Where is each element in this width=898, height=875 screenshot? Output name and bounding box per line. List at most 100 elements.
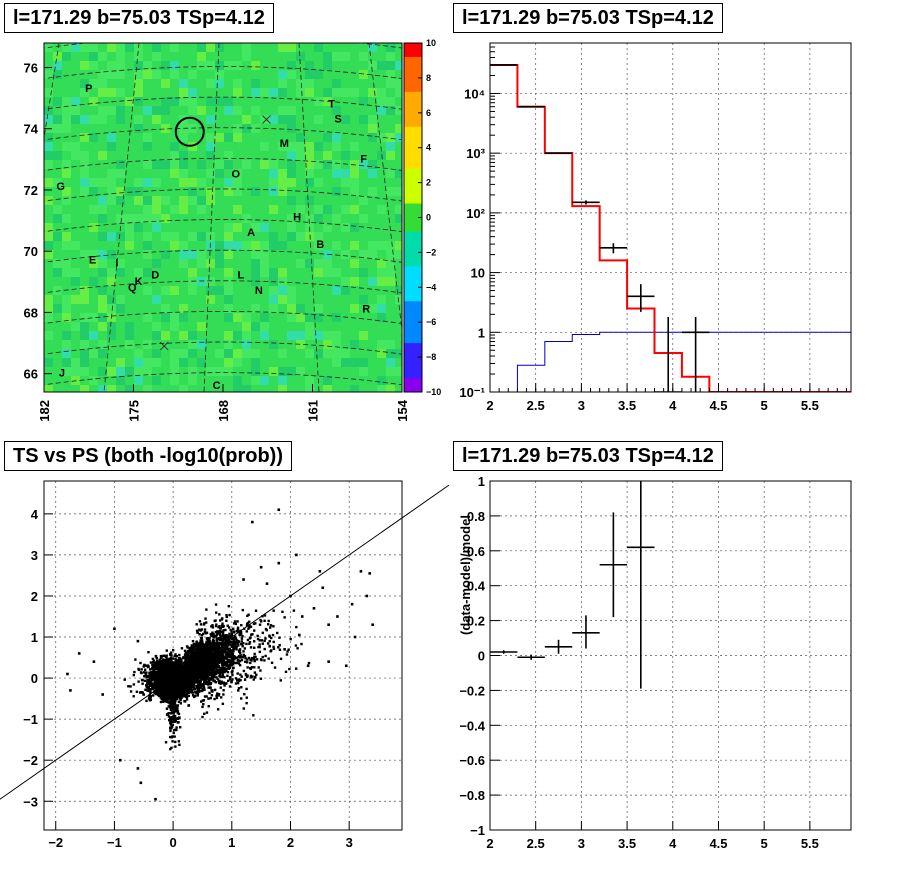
sky-map-pixel (251, 304, 260, 313)
sky-map-pixel (143, 160, 152, 169)
sky-map-pixel (332, 259, 341, 268)
sky-map-pixel (134, 241, 143, 250)
sky-map-pixel (53, 367, 62, 376)
scatter-point (178, 743, 181, 747)
sky-map-pixel (215, 259, 224, 268)
sky-map-pixel (305, 304, 314, 313)
scatter-point (184, 657, 188, 660)
sky-map-pixel (107, 142, 116, 151)
sky-map-pixel (116, 277, 125, 286)
sky-map-pixel (323, 178, 332, 187)
sky-map-pixel (206, 196, 215, 205)
sky-map-pixel (53, 70, 62, 79)
sky-map-pixel (134, 313, 143, 322)
sky-map-pixel (260, 340, 269, 349)
scatter-point (172, 711, 176, 714)
sky-map-pixel (251, 79, 260, 88)
sky-map-pixel (242, 286, 251, 295)
scatter-point (172, 718, 176, 721)
sky-map-pixel (161, 358, 170, 367)
sky-map-pixel (269, 268, 278, 277)
scatter-point (156, 683, 160, 686)
sky-map-pixel (134, 268, 143, 277)
sky-map-pixel (395, 169, 402, 178)
sky-map-pixel (242, 151, 251, 160)
sky-map-pixel (170, 88, 179, 97)
sky-map-pixel (179, 79, 188, 88)
scatter-point (141, 682, 144, 685)
sky-map-pixel (251, 196, 260, 205)
sky-map-pixel (152, 385, 161, 392)
source-label: N (255, 285, 263, 297)
scatter-point (146, 681, 149, 684)
sky-map-pixel (368, 115, 377, 124)
sky-map-pixel (188, 124, 197, 133)
sky-map-pixel (98, 250, 107, 259)
sky-map-pixel (287, 160, 296, 169)
scatter-point (176, 704, 180, 707)
sky-map-pixel (53, 223, 62, 232)
scatter-point (145, 676, 148, 679)
sky-map-pixel (98, 376, 107, 385)
sky-map-pixel (161, 304, 170, 313)
scatter-point (245, 624, 249, 627)
sky-map-pixel (134, 322, 143, 331)
sky-map-pixel (323, 61, 332, 70)
sky-map-pixel (395, 223, 402, 232)
sky-map-pixel (314, 232, 323, 241)
scatter-point (162, 654, 165, 657)
sky-map-pixel (377, 169, 386, 178)
sky-map-pixel (44, 52, 53, 61)
source-label: T (328, 98, 335, 110)
colorbar-segment (404, 77, 422, 86)
sky-map-pixel (341, 214, 350, 223)
sky-map-pixel (386, 286, 395, 295)
sky-map-pixel (170, 97, 179, 106)
scatter-point (137, 680, 140, 683)
sky-map-pixel (197, 340, 206, 349)
sky-map-pixel (368, 106, 377, 115)
scatter-point (224, 637, 228, 640)
sky-map-pixel (341, 259, 350, 268)
sky-map-pixel (287, 340, 296, 349)
sky-map-pixel (215, 79, 224, 88)
sky-map-pixel (395, 259, 402, 268)
sky-map-pixel (188, 223, 197, 232)
sky-map-pixel (143, 376, 152, 385)
sky-map-pixel (44, 376, 53, 385)
sky-map-pixel (368, 322, 377, 331)
sky-map-pixel (143, 169, 152, 178)
sky-map-y-tick-label: 72 (24, 183, 38, 198)
sky-map-pixel (323, 151, 332, 160)
sky-map-pixel (251, 133, 260, 142)
sky-map-pixel (62, 241, 71, 250)
sky-map-pixel (206, 142, 215, 151)
sky-map-pixel (386, 232, 395, 241)
sky-map-pixel (224, 376, 233, 385)
scatter-point (162, 661, 166, 664)
sky-map-pixel (179, 259, 188, 268)
scatter-point (138, 691, 142, 694)
sky-map-pixel (233, 322, 242, 331)
sky-map-pixel (296, 79, 305, 88)
sky-map-pixel (116, 259, 125, 268)
sky-map-pixel (215, 52, 224, 61)
sky-map-pixel (377, 313, 386, 322)
sky-map-pixel (323, 241, 332, 250)
sky-map-pixel (134, 277, 143, 286)
sky-map-pixel (98, 313, 107, 322)
sky-map-pixel (80, 124, 89, 133)
sky-map-pixel (359, 322, 368, 331)
sky-map-pixel (233, 376, 242, 385)
scatter-point (201, 687, 204, 691)
sky-map-pixel (224, 133, 233, 142)
sky-map-pixel (386, 142, 395, 151)
scatter-point (178, 697, 182, 700)
sky-map-pixel (107, 241, 116, 250)
sky-map-pixel (341, 115, 350, 124)
scatter-point (223, 644, 226, 647)
sky-map-pixel (251, 367, 260, 376)
sky-map-pixel (260, 79, 269, 88)
sky-map-pixel (305, 340, 314, 349)
sky-map-pixel (278, 169, 287, 178)
